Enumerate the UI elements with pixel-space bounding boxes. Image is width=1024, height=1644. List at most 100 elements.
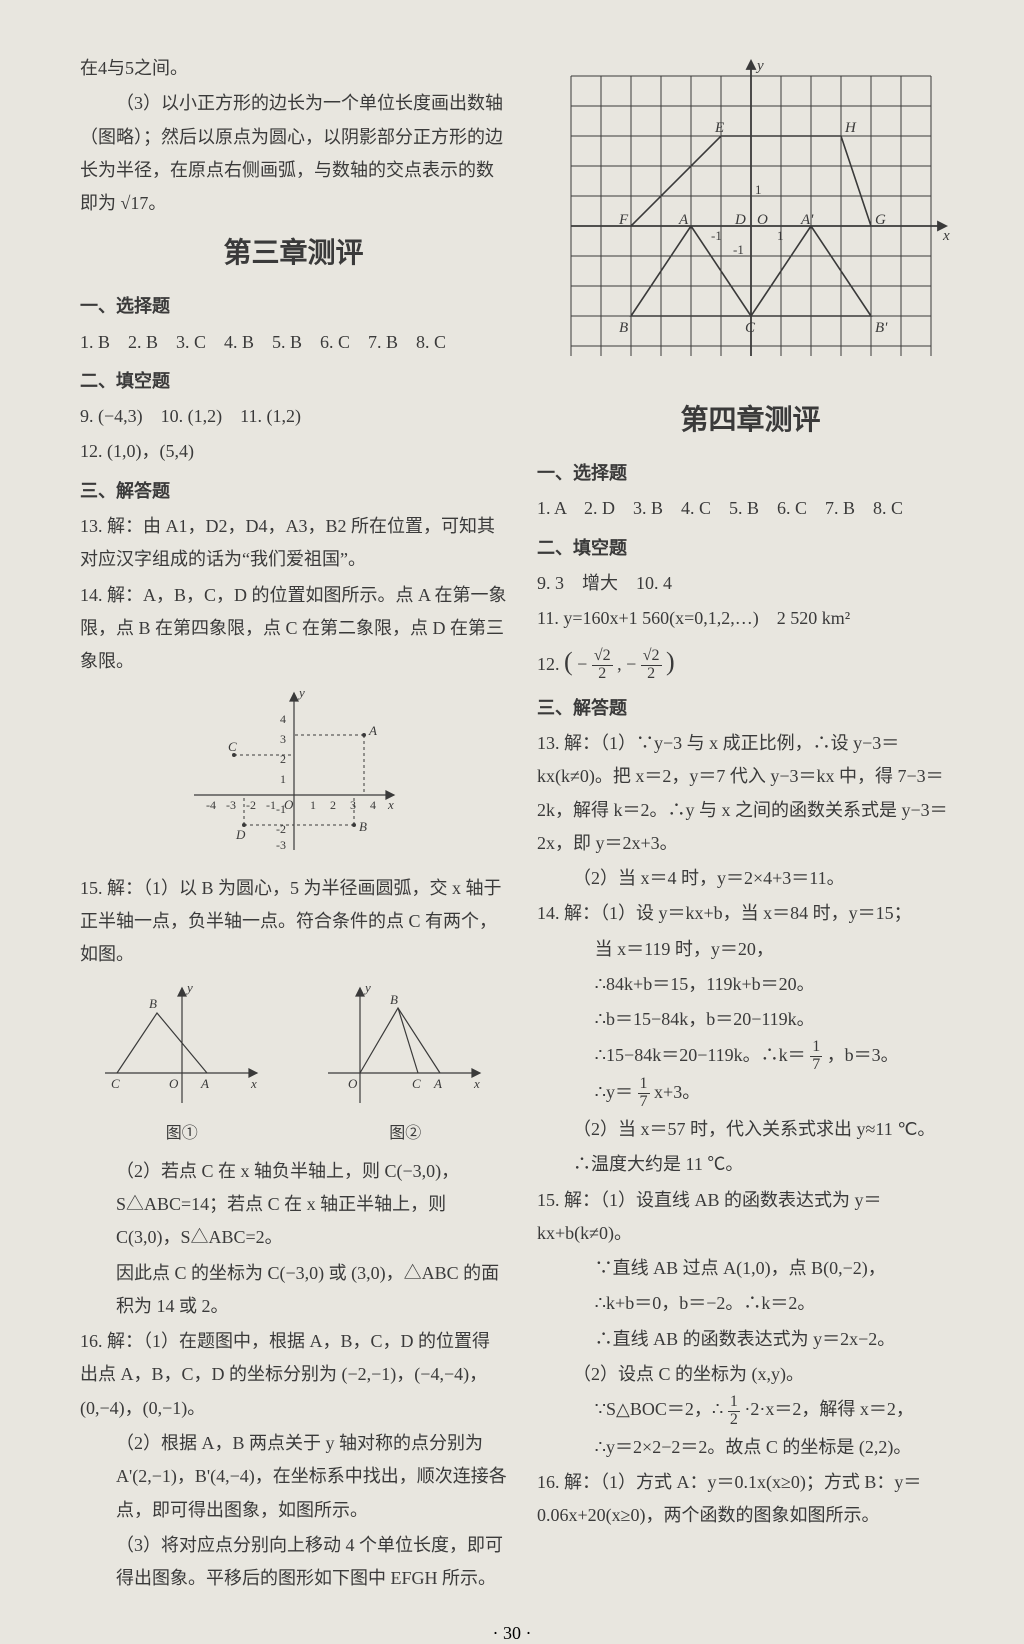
svg-text:x: x <box>473 1076 480 1091</box>
r-q14e-post: ，b＝3。 <box>827 1045 899 1065</box>
svg-text:-2: -2 <box>246 798 256 812</box>
paren-l: ( <box>564 647 573 676</box>
r-q13b: （2）当 x＝4 时，y＝2×4+3＝11。 <box>537 862 964 895</box>
fig-q15-2: y x B O C A 图② <box>320 978 490 1149</box>
fig-grid-efgh: y x E H F A D O A' G B C B' -1 1 <box>537 56 964 387</box>
svg-text:A: A <box>433 1076 442 1091</box>
svg-text:O: O <box>348 1076 358 1091</box>
svg-text:3: 3 <box>350 798 356 812</box>
svg-text:4: 4 <box>280 712 286 726</box>
q15-b: （2）若点 C 在 x 轴负半轴上，则 C(−3,0)，S△ABC=14；若点 … <box>80 1155 507 1255</box>
fig-q15-1: y x B C O A 图① <box>97 978 267 1149</box>
r-q15d: ∴直线 AB 的函数表达式为 y＝2x−2。 <box>537 1323 964 1356</box>
r-q15b: ∵直线 AB 过点 A(1,0)，点 B(0,−2)， <box>537 1252 964 1285</box>
r-q15a: 15. 解：（1）设直线 AB 的函数表达式为 y＝kx+b(k≠0)。 <box>537 1184 964 1251</box>
svg-text:y: y <box>755 58 764 74</box>
fb4-l1: 9. 3 增大 10. 4 <box>537 567 964 600</box>
r-q14e-pre: ∴15−84k＝20−119k。∴k＝ <box>595 1045 806 1065</box>
svg-text:3: 3 <box>280 732 286 746</box>
fig-q14: y x C A D B O -4-3-2-1 1234 1234 -1-2-3 <box>80 685 507 866</box>
r-q13a: 13. 解：（1）∵y−3 与 x 成正比例，∴设 y−3＝kx(k≠0)。把 … <box>537 727 964 860</box>
intro-text-1: 在4与5之间。 <box>80 52 507 85</box>
r-q14a: 14. 解：（1）设 y＝kx+b，当 x＝84 时，y＝15； <box>537 897 964 930</box>
section-sa-4: 三、解答题 <box>537 692 964 725</box>
svg-text:-3: -3 <box>226 798 236 812</box>
q16-a: 16. 解：（1）在题图中，根据 A，B，C，D 的位置得出点 A，B，C，D … <box>80 1325 507 1425</box>
svg-text:y: y <box>185 980 193 995</box>
svg-text:-4: -4 <box>206 798 216 812</box>
svg-text:B': B' <box>875 320 888 336</box>
svg-text:B: B <box>619 320 628 336</box>
svg-text:-1: -1 <box>733 242 744 257</box>
r-q14f-post: x+3。 <box>654 1082 700 1102</box>
svg-text:1: 1 <box>755 182 762 197</box>
comma-neg: , − <box>617 654 636 674</box>
svg-text:C: C <box>745 320 756 336</box>
svg-text:4: 4 <box>370 798 376 812</box>
fig-q15-pair: y x B C O A 图① <box>80 978 507 1149</box>
svg-text:F: F <box>618 212 629 228</box>
section-fb-3: 二、填空题 <box>80 365 507 398</box>
mc3-answers: 1. B 2. B 3. C 4. B 5. B 6. C 7. B 8. C <box>80 326 507 359</box>
frac-1: √22 <box>592 648 613 683</box>
frac-12: 12 <box>728 1394 740 1429</box>
section-sa-3: 三、解答题 <box>80 475 507 508</box>
frac-17a: 17 <box>810 1039 822 1074</box>
left-column: 在4与5之间。 （3）以小正方形的边长为一个单位长度画出数轴（图略）；然后以原点… <box>80 50 507 1597</box>
svg-text:-3: -3 <box>276 838 286 852</box>
page: 在4与5之间。 （3）以小正方形的边长为一个单位长度画出数轴（图略）；然后以原点… <box>0 0 1024 1617</box>
fig1-caption: 图① <box>97 1119 267 1149</box>
r-q15f-pre: ∵S△BOC＝2，∴ <box>595 1399 724 1419</box>
svg-text:A: A <box>678 212 689 228</box>
q16-c: （3）将对应点分别向上移动 4 个单位长度，即可得出图象。平移后的图形如下图中 … <box>80 1529 507 1596</box>
svg-text:-1: -1 <box>711 228 722 243</box>
r-q15f-mid: ·2·x＝2，解得 x＝2， <box>744 1399 914 1419</box>
svg-text:1: 1 <box>310 798 316 812</box>
chapter3-title: 第三章测评 <box>80 228 507 280</box>
svg-text:y: y <box>297 685 305 700</box>
page-number: · 30 · <box>0 1623 1024 1644</box>
svg-text:y: y <box>363 980 371 995</box>
r-q14c: ∴84k+b＝15，119k+b＝20。 <box>537 968 964 1001</box>
q15-c: 因此点 C 的坐标为 C(−3,0) 或 (3,0)，△ABC 的面积为 14 … <box>80 1257 507 1324</box>
svg-text:-1: -1 <box>276 802 286 816</box>
fb3-line1: 9. (−4,3) 10. (1,2) 11. (1,2) <box>80 400 507 433</box>
svg-text:C: C <box>111 1076 120 1091</box>
fig2-caption: 图② <box>320 1119 490 1149</box>
chapter4-title: 第四章测评 <box>537 395 964 447</box>
svg-text:G: G <box>875 212 886 228</box>
svg-text:C: C <box>412 1076 421 1091</box>
svg-text:A': A' <box>800 212 814 228</box>
fb4-l3-prefix: 12. <box>537 654 564 674</box>
fb3-line2: 12. (1,0)，(5,4) <box>80 435 507 468</box>
r-q16a: 16. 解：（1）方式 A：y＝0.1x(x≥0)；方式 B：y＝0.06x+2… <box>537 1466 964 1533</box>
neg1: − <box>577 654 587 674</box>
q16-b: （2）根据 A，B 两点关于 y 轴对称的点分别为 A'(2,−1)，B'(4,… <box>80 1427 507 1527</box>
svg-text:B: B <box>390 992 398 1007</box>
r-q15e: （2）设点 C 的坐标为 (x,y)。 <box>537 1358 964 1391</box>
right-column: y x E H F A D O A' G B C B' -1 1 <box>537 50 964 1597</box>
svg-text:B: B <box>149 996 157 1011</box>
svg-text:1: 1 <box>777 228 784 243</box>
q14-text: 14. 解：A，B，C，D 的位置如图所示。点 A 在第一象限，点 B 在第四象… <box>80 579 507 679</box>
svg-text:D: D <box>734 212 746 228</box>
r-q14e: ∴15−84k＝20−119k。∴k＝ 17 ，b＝3。 <box>537 1039 964 1074</box>
r-q14f: ∴y＝ 17 x+3。 <box>537 1076 964 1111</box>
svg-text:-2: -2 <box>276 822 286 836</box>
r-q14f-pre: ∴y＝ <box>595 1082 633 1102</box>
svg-text:x: x <box>387 797 394 812</box>
section-mc-3: 一、选择题 <box>80 290 507 323</box>
r-q14h: ∴温度大约是 11 ℃。 <box>537 1148 964 1181</box>
q13-text: 13. 解：由 A1，D2，D4，A3，B2 所在位置，可知其对应汉字组成的话为… <box>80 510 507 577</box>
mc4-answers: 1. A 2. D 3. B 4. C 5. B 6. C 7. B 8. C <box>537 492 964 525</box>
section-fb-4: 二、填空题 <box>537 532 964 565</box>
svg-text:B: B <box>359 819 367 834</box>
r-q15g: ∴y＝2×2−2＝2。故点 C 的坐标是 (2,2)。 <box>537 1431 964 1464</box>
svg-text:O: O <box>169 1076 179 1091</box>
intro-text-2: （3）以小正方形的边长为一个单位长度画出数轴（图略）；然后以原点为圆心，以阴影部… <box>80 87 507 220</box>
svg-text:2: 2 <box>330 798 336 812</box>
fb4-l3: 12. ( − √22 , − √22 ) <box>537 638 964 686</box>
svg-text:O: O <box>757 212 768 228</box>
frac-2: √22 <box>641 648 662 683</box>
svg-text:2: 2 <box>280 752 286 766</box>
